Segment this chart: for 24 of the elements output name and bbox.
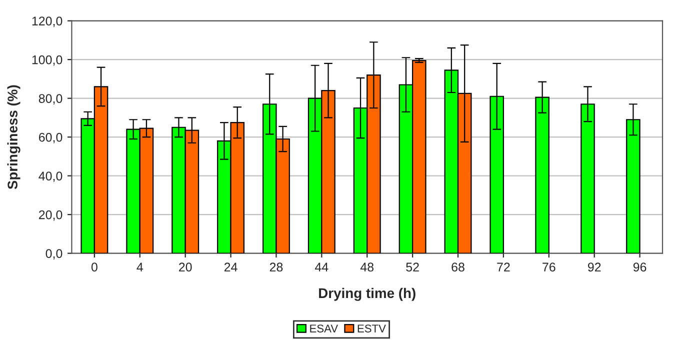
x-tick-label: 24 (224, 262, 238, 272)
x-tick-label: 20 (179, 262, 192, 272)
x-tick-label: 4 (136, 262, 143, 272)
y-tick-label: 0,0 (46, 249, 62, 260)
x-tick-label: 76 (542, 262, 556, 272)
legend-label: ESAV (310, 324, 338, 332)
y-tick-label: 60,0 (38, 132, 62, 144)
x-tick-label: 44 (315, 262, 328, 272)
x-tick-label: 96 (633, 262, 646, 272)
y-tick-label: 80,0 (38, 94, 62, 104)
x-tick-label: 68 (452, 262, 464, 272)
x-tick-label: 72 (497, 262, 510, 272)
x-tick-label: 92 (588, 262, 601, 272)
y-tick-label: 100,0 (32, 55, 62, 66)
y-tick-label: 40,0 (38, 172, 62, 182)
legend-label: ESTV (358, 324, 386, 332)
x-tick-label: 48 (360, 262, 374, 272)
y-tick-label: 20,0 (38, 210, 62, 221)
x-tick-label: 0 (91, 262, 98, 272)
x-tick-label: 52 (406, 262, 419, 272)
x-axis-title: Drying time (h) (319, 288, 416, 301)
y-tick-label: 120,0 (32, 16, 62, 27)
y-axis-title: Springiness (%) (7, 85, 20, 190)
x-tick-label: 28 (270, 262, 283, 272)
